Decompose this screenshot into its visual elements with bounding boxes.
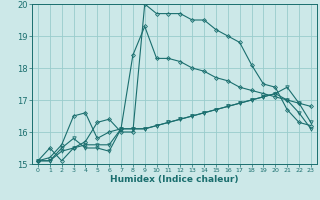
- X-axis label: Humidex (Indice chaleur): Humidex (Indice chaleur): [110, 175, 239, 184]
